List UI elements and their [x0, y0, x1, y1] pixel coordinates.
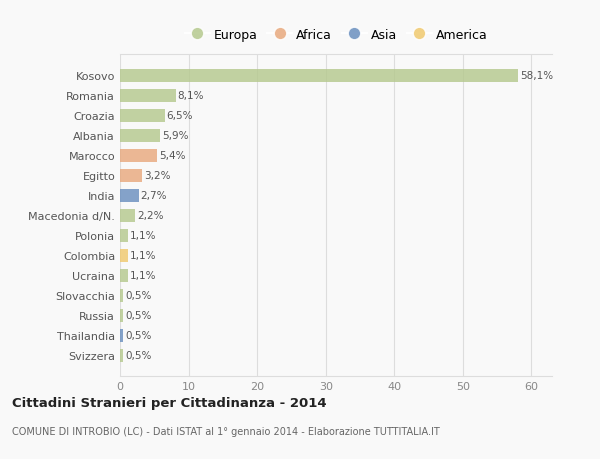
Text: 6,5%: 6,5%: [167, 111, 193, 121]
Text: 58,1%: 58,1%: [520, 71, 554, 81]
Text: 1,1%: 1,1%: [130, 231, 156, 241]
Text: 5,9%: 5,9%: [163, 131, 189, 141]
Bar: [120, 209, 135, 222]
Text: 2,7%: 2,7%: [140, 191, 167, 201]
Bar: [120, 129, 160, 142]
Text: 1,1%: 1,1%: [130, 251, 156, 261]
Bar: [120, 249, 128, 262]
Bar: [120, 309, 124, 322]
Bar: [120, 229, 128, 242]
Text: Cittadini Stranieri per Cittadinanza - 2014: Cittadini Stranieri per Cittadinanza - 2…: [12, 396, 326, 409]
Bar: [120, 189, 139, 202]
Bar: [120, 329, 124, 342]
Text: 0,5%: 0,5%: [125, 330, 152, 340]
Bar: [120, 150, 157, 162]
Text: 5,4%: 5,4%: [159, 151, 185, 161]
Text: 0,5%: 0,5%: [125, 291, 152, 301]
Bar: [120, 269, 128, 282]
Text: 2,2%: 2,2%: [137, 211, 164, 221]
Text: COMUNE DI INTROBIO (LC) - Dati ISTAT al 1° gennaio 2014 - Elaborazione TUTTITALI: COMUNE DI INTROBIO (LC) - Dati ISTAT al …: [12, 426, 440, 436]
Legend: Europa, Africa, Asia, America: Europa, Africa, Asia, America: [182, 26, 490, 44]
Bar: [120, 70, 518, 83]
Bar: [120, 169, 142, 182]
Text: 0,5%: 0,5%: [125, 350, 152, 360]
Text: 8,1%: 8,1%: [178, 91, 204, 101]
Bar: [120, 289, 124, 302]
Text: 3,2%: 3,2%: [144, 171, 170, 181]
Bar: [120, 90, 176, 102]
Text: 0,5%: 0,5%: [125, 310, 152, 320]
Text: 1,1%: 1,1%: [130, 270, 156, 280]
Bar: [120, 110, 164, 123]
Bar: [120, 349, 124, 362]
